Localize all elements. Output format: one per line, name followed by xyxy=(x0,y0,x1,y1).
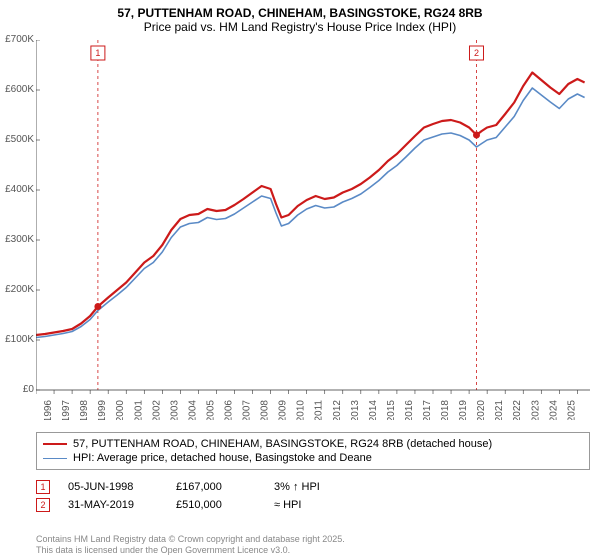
y-axis-tick-label: £400K xyxy=(0,185,34,195)
svg-text:2005: 2005 xyxy=(205,400,216,420)
svg-text:2013: 2013 xyxy=(350,400,361,420)
svg-text:2011: 2011 xyxy=(314,400,325,420)
svg-text:2012: 2012 xyxy=(332,400,343,420)
y-axis-tick-label: £600K xyxy=(0,85,34,95)
legend-swatch xyxy=(43,443,67,445)
marker-badge: 1 xyxy=(36,480,50,494)
marker-price: £510,000 xyxy=(176,499,256,511)
y-axis-tick-label: £700K xyxy=(0,35,34,45)
legend-item: 57, PUTTENHAM ROAD, CHINEHAM, BASINGSTOK… xyxy=(43,437,583,451)
svg-text:2023: 2023 xyxy=(530,400,541,420)
svg-text:1996: 1996 xyxy=(43,400,54,420)
svg-text:2009: 2009 xyxy=(278,400,289,420)
svg-text:2003: 2003 xyxy=(169,400,180,420)
attribution-footer: Contains HM Land Registry data © Crown c… xyxy=(36,534,345,556)
svg-text:2020: 2020 xyxy=(476,400,487,420)
svg-text:1: 1 xyxy=(95,48,100,58)
svg-text:2008: 2008 xyxy=(260,400,271,420)
svg-text:2: 2 xyxy=(474,48,479,58)
y-axis-tick-label: £200K xyxy=(0,285,34,295)
markers-table: 1 05-JUN-1998 £167,000 3% ↑ HPI 2 31-MAY-2019… xyxy=(36,478,590,514)
svg-text:2016: 2016 xyxy=(404,400,415,420)
chart-title-block: 57, PUTTENHAM ROAD, CHINEHAM, BASINGSTOK… xyxy=(0,0,600,36)
chart-title: 57, PUTTENHAM ROAD, CHINEHAM, BASINGSTOK… xyxy=(0,6,600,20)
svg-text:2010: 2010 xyxy=(296,400,307,420)
legend-label: HPI: Average price, detached house, Basi… xyxy=(73,452,372,464)
svg-text:2024: 2024 xyxy=(548,400,559,420)
svg-text:2018: 2018 xyxy=(440,400,451,420)
footer-line-2: This data is licensed under the Open Gov… xyxy=(36,545,345,556)
svg-text:1999: 1999 xyxy=(97,400,108,420)
svg-text:1998: 1998 xyxy=(79,400,90,420)
marker-row: 2 31-MAY-2019 £510,000 ≈ HPI xyxy=(36,496,590,514)
y-axis-tick-label: £300K xyxy=(0,235,34,245)
marker-date: 05-JUN-1998 xyxy=(68,481,158,493)
marker-pct: 3% ↑ HPI xyxy=(274,481,354,493)
svg-text:2006: 2006 xyxy=(224,400,235,420)
svg-text:2002: 2002 xyxy=(151,400,162,420)
legend-label: 57, PUTTENHAM ROAD, CHINEHAM, BASINGSTOK… xyxy=(73,438,492,450)
svg-text:2004: 2004 xyxy=(187,400,198,420)
chart-subtitle: Price paid vs. HM Land Registry's House … xyxy=(0,20,600,34)
svg-text:2007: 2007 xyxy=(242,400,253,420)
svg-text:2000: 2000 xyxy=(115,400,126,420)
svg-text:1997: 1997 xyxy=(61,400,72,420)
y-axis-tick-label: £100K xyxy=(0,335,34,345)
y-axis-tick-label: £500K xyxy=(0,135,34,145)
marker-badge: 2 xyxy=(36,498,50,512)
chart-area: 1995199619971998199920002001200220032004… xyxy=(36,40,590,420)
svg-text:2022: 2022 xyxy=(512,400,523,420)
marker-pct: ≈ HPI xyxy=(274,499,354,511)
svg-text:2017: 2017 xyxy=(422,400,433,420)
legend-swatch xyxy=(43,458,67,459)
svg-text:2025: 2025 xyxy=(566,400,577,420)
marker-row: 1 05-JUN-1998 £167,000 3% ↑ HPI xyxy=(36,478,590,496)
y-axis-tick-label: £0 xyxy=(0,385,34,395)
svg-text:2014: 2014 xyxy=(368,400,379,420)
marker-price: £167,000 xyxy=(176,481,256,493)
svg-text:2021: 2021 xyxy=(494,400,505,420)
legend-item: HPI: Average price, detached house, Basi… xyxy=(43,451,583,465)
svg-text:2019: 2019 xyxy=(458,400,469,420)
chart-svg: 1995199619971998199920002001200220032004… xyxy=(36,40,590,420)
svg-text:2015: 2015 xyxy=(386,400,397,420)
svg-text:2001: 2001 xyxy=(133,400,144,420)
marker-date: 31-MAY-2019 xyxy=(68,499,158,511)
footer-line-1: Contains HM Land Registry data © Crown c… xyxy=(36,534,345,545)
legend-box: 57, PUTTENHAM ROAD, CHINEHAM, BASINGSTOK… xyxy=(36,432,590,470)
